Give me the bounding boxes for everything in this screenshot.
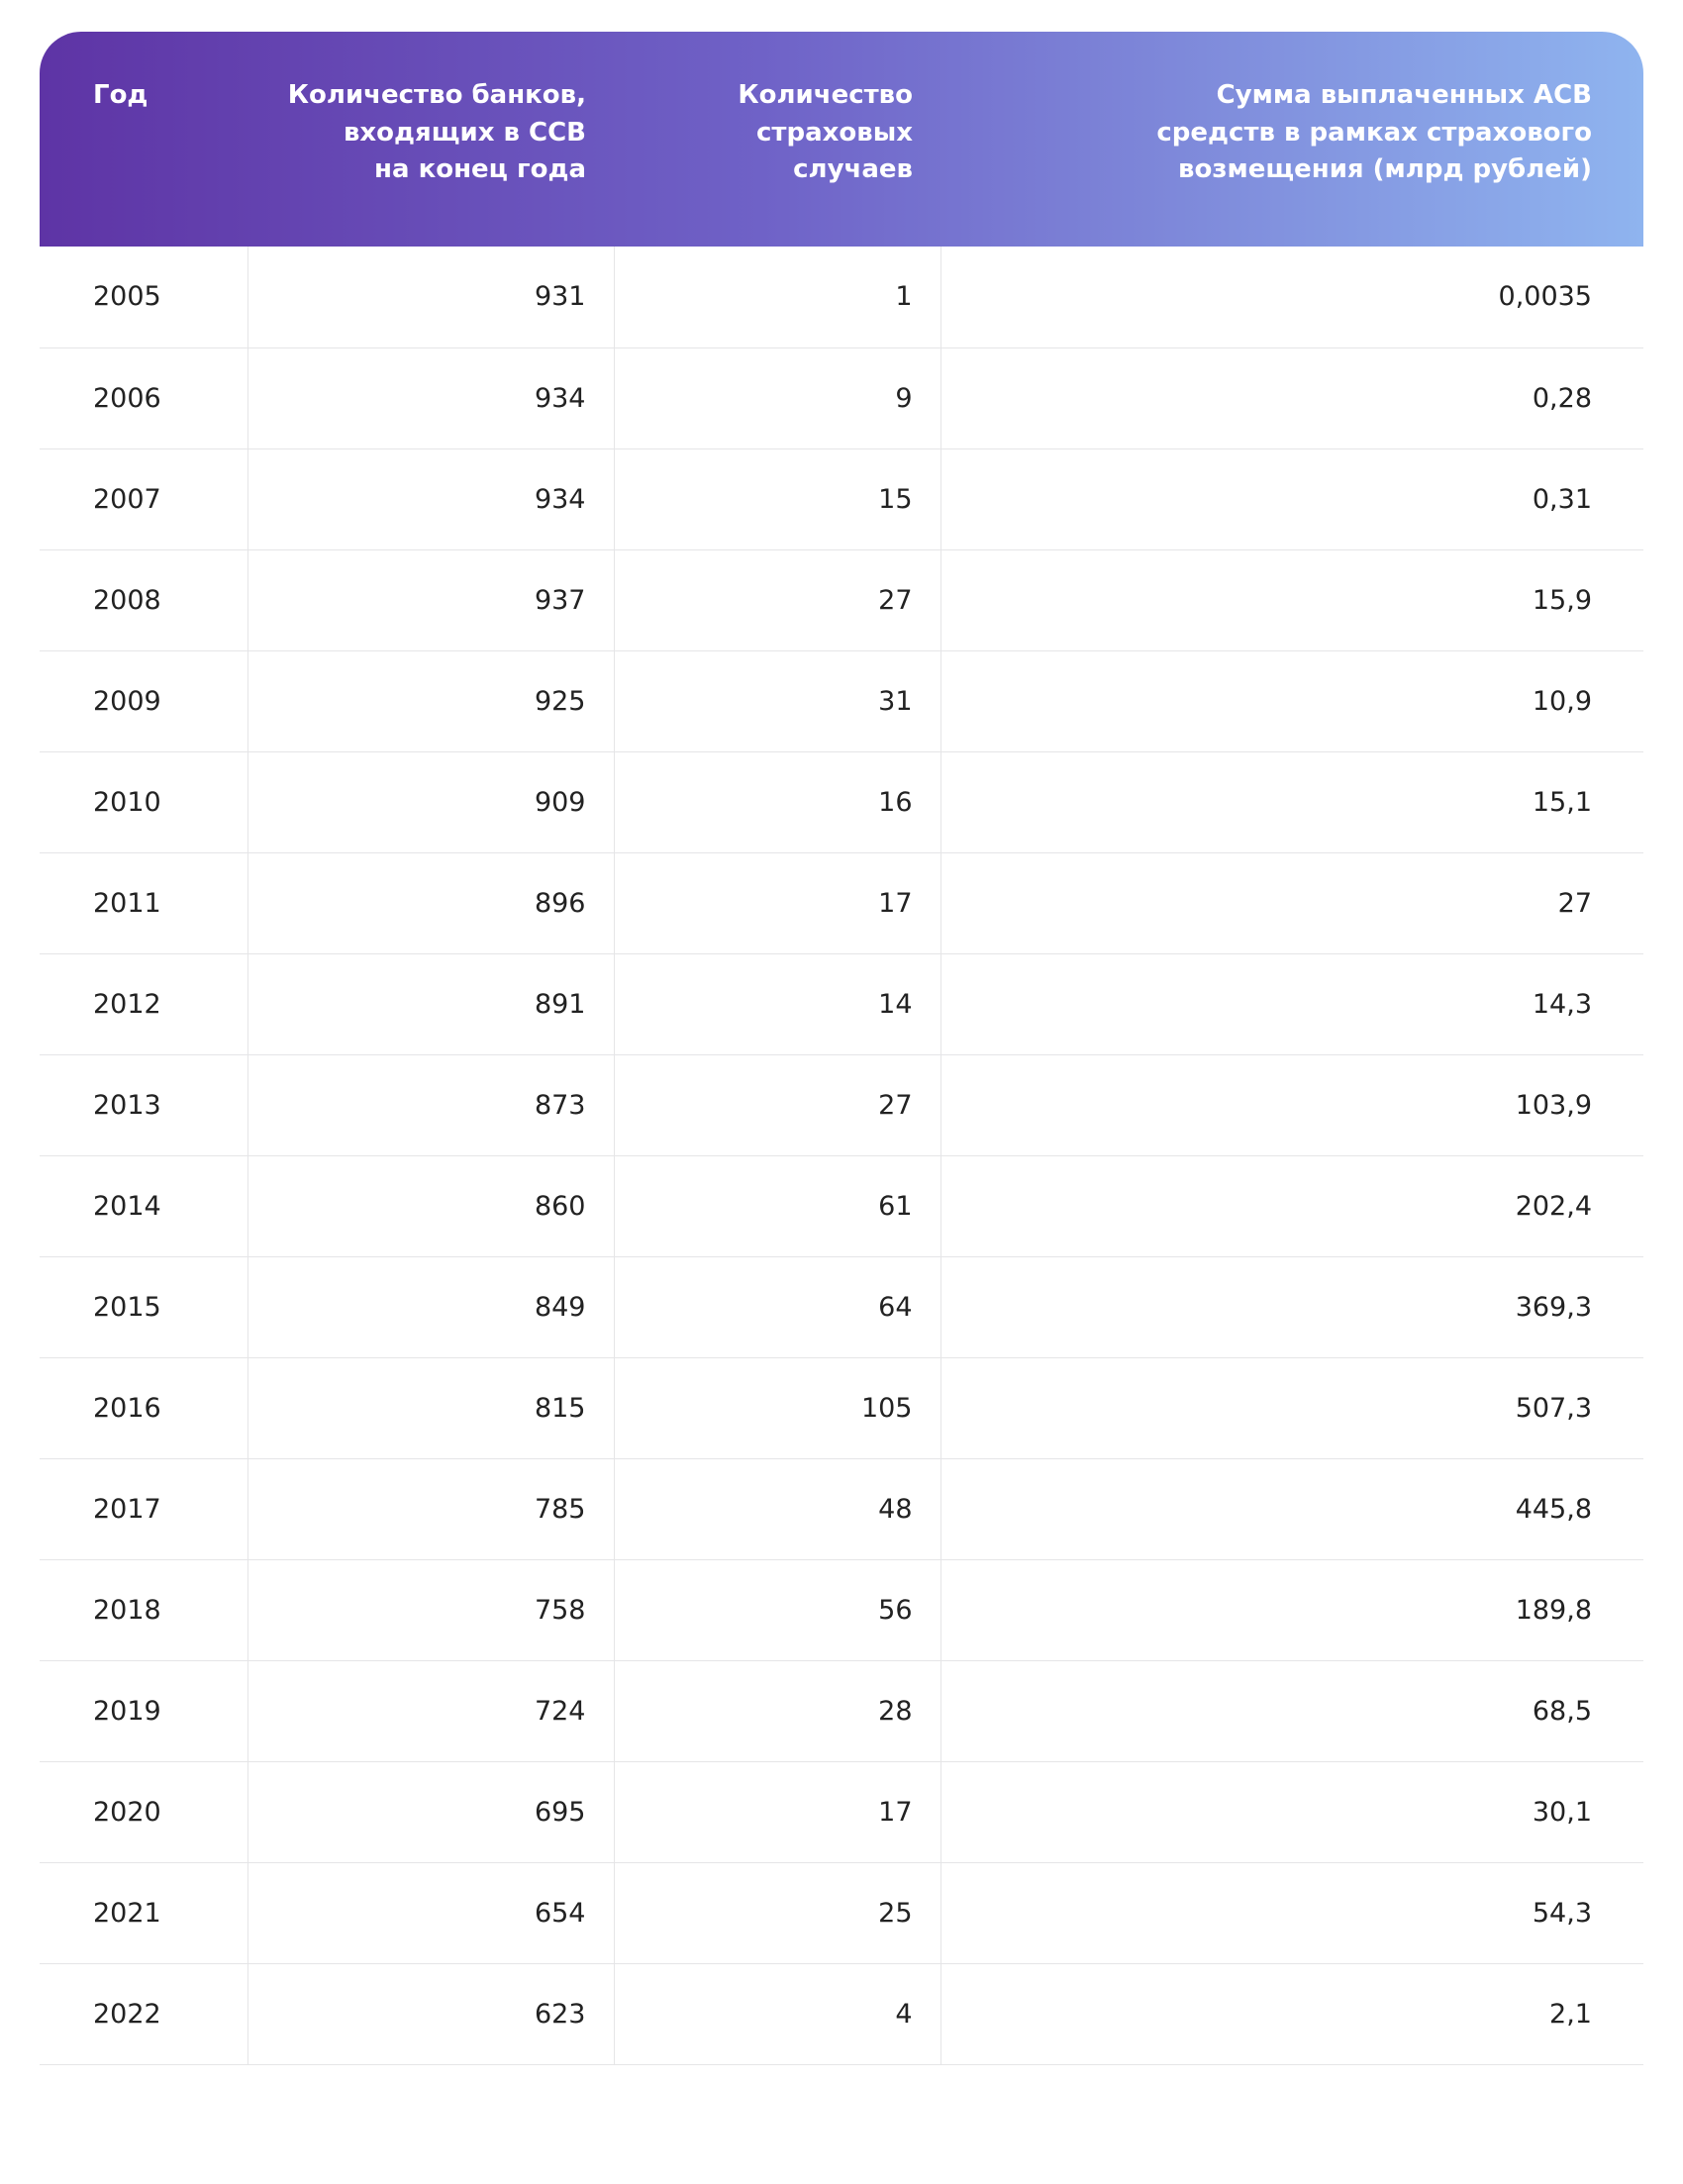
cell-year: 2020 bbox=[40, 1761, 248, 1862]
cell-year: 2022 bbox=[40, 1963, 248, 2064]
cell-banks: 849 bbox=[248, 1256, 614, 1357]
cell-year: 2012 bbox=[40, 953, 248, 1054]
cell-cases: 28 bbox=[614, 1660, 940, 1761]
cell-cases: 61 bbox=[614, 1155, 940, 1256]
cell-sum: 0,31 bbox=[940, 448, 1643, 549]
cell-year: 2021 bbox=[40, 1862, 248, 1963]
cell-cases: 15 bbox=[614, 448, 940, 549]
cell-year: 2006 bbox=[40, 347, 248, 448]
cell-banks: 623 bbox=[248, 1963, 614, 2064]
cell-sum: 507,3 bbox=[940, 1357, 1643, 1458]
cell-cases: 27 bbox=[614, 1054, 940, 1155]
cell-sum: 202,4 bbox=[940, 1155, 1643, 1256]
cell-banks: 934 bbox=[248, 347, 614, 448]
table-row: 20089372715,9 bbox=[40, 549, 1643, 650]
cell-sum: 15,1 bbox=[940, 751, 1643, 852]
table-row: 201778548445,8 bbox=[40, 1458, 1643, 1559]
cell-sum: 14,3 bbox=[940, 953, 1643, 1054]
cell-banks: 934 bbox=[248, 448, 614, 549]
col-header-cases: Количествостраховыхслучаев bbox=[614, 32, 940, 247]
table-row: 201875856189,8 bbox=[40, 1559, 1643, 1660]
cell-sum: 189,8 bbox=[940, 1559, 1643, 1660]
cell-sum: 0,0035 bbox=[940, 247, 1643, 347]
cell-cases: 48 bbox=[614, 1458, 940, 1559]
cell-year: 2013 bbox=[40, 1054, 248, 1155]
cell-year: 2009 bbox=[40, 650, 248, 751]
cell-banks: 909 bbox=[248, 751, 614, 852]
col-header-year: Год bbox=[40, 32, 248, 247]
cell-banks: 654 bbox=[248, 1862, 614, 1963]
table-row: 202262342,1 bbox=[40, 1963, 1643, 2064]
table-row: 20118961727 bbox=[40, 852, 1643, 953]
cell-banks: 896 bbox=[248, 852, 614, 953]
cell-cases: 64 bbox=[614, 1256, 940, 1357]
cell-banks: 695 bbox=[248, 1761, 614, 1862]
cell-cases: 27 bbox=[614, 549, 940, 650]
table-row: 200593110,0035 bbox=[40, 247, 1643, 347]
cell-sum: 27 bbox=[940, 852, 1643, 953]
cell-year: 2011 bbox=[40, 852, 248, 953]
table-row: 201584964369,3 bbox=[40, 1256, 1643, 1357]
cell-banks: 860 bbox=[248, 1155, 614, 1256]
cell-year: 2008 bbox=[40, 549, 248, 650]
cell-sum: 445,8 bbox=[940, 1458, 1643, 1559]
cell-cases: 14 bbox=[614, 953, 940, 1054]
table-header: Год Количество банков,входящих в ССВна к… bbox=[40, 32, 1643, 247]
cell-banks: 815 bbox=[248, 1357, 614, 1458]
cell-cases: 31 bbox=[614, 650, 940, 751]
cell-banks: 931 bbox=[248, 247, 614, 347]
table-row: 20206951730,1 bbox=[40, 1761, 1643, 1862]
data-table: Год Количество банков,входящих в ССВна к… bbox=[40, 32, 1643, 2065]
cell-cases: 9 bbox=[614, 347, 940, 448]
table-row: 20197242868,5 bbox=[40, 1660, 1643, 1761]
page: Год Количество банков,входящих в ССВна к… bbox=[0, 0, 1683, 2105]
cell-sum: 15,9 bbox=[940, 549, 1643, 650]
table-row: 20109091615,1 bbox=[40, 751, 1643, 852]
cell-year: 2005 bbox=[40, 247, 248, 347]
cell-banks: 925 bbox=[248, 650, 614, 751]
cell-year: 2016 bbox=[40, 1357, 248, 1458]
cell-year: 2014 bbox=[40, 1155, 248, 1256]
table-row: 200693490,28 bbox=[40, 347, 1643, 448]
table-row: 201486061202,4 bbox=[40, 1155, 1643, 1256]
table-row: 201387327103,9 bbox=[40, 1054, 1643, 1155]
table-body: 200593110,0035200693490,282007934150,312… bbox=[40, 247, 1643, 2064]
cell-sum: 0,28 bbox=[940, 347, 1643, 448]
cell-cases: 56 bbox=[614, 1559, 940, 1660]
cell-banks: 891 bbox=[248, 953, 614, 1054]
cell-cases: 25 bbox=[614, 1862, 940, 1963]
cell-year: 2018 bbox=[40, 1559, 248, 1660]
cell-banks: 873 bbox=[248, 1054, 614, 1155]
cell-cases: 17 bbox=[614, 852, 940, 953]
cell-sum: 2,1 bbox=[940, 1963, 1643, 2064]
cell-sum: 369,3 bbox=[940, 1256, 1643, 1357]
table-row: 20128911414,3 bbox=[40, 953, 1643, 1054]
cell-year: 2010 bbox=[40, 751, 248, 852]
cell-cases: 4 bbox=[614, 1963, 940, 2064]
cell-cases: 17 bbox=[614, 1761, 940, 1862]
cell-banks: 937 bbox=[248, 549, 614, 650]
cell-year: 2007 bbox=[40, 448, 248, 549]
table-header-row: Год Количество банков,входящих в ССВна к… bbox=[40, 32, 1643, 247]
cell-banks: 724 bbox=[248, 1660, 614, 1761]
table-row: 2016815105507,3 bbox=[40, 1357, 1643, 1458]
cell-sum: 103,9 bbox=[940, 1054, 1643, 1155]
cell-cases: 16 bbox=[614, 751, 940, 852]
cell-year: 2019 bbox=[40, 1660, 248, 1761]
table-row: 20099253110,9 bbox=[40, 650, 1643, 751]
table-row: 20216542554,3 bbox=[40, 1862, 1643, 1963]
cell-sum: 10,9 bbox=[940, 650, 1643, 751]
col-header-banks: Количество банков,входящих в ССВна конец… bbox=[248, 32, 614, 247]
cell-cases: 1 bbox=[614, 247, 940, 347]
cell-sum: 30,1 bbox=[940, 1761, 1643, 1862]
cell-banks: 785 bbox=[248, 1458, 614, 1559]
table-row: 2007934150,31 bbox=[40, 448, 1643, 549]
cell-cases: 105 bbox=[614, 1357, 940, 1458]
cell-sum: 54,3 bbox=[940, 1862, 1643, 1963]
cell-banks: 758 bbox=[248, 1559, 614, 1660]
cell-sum: 68,5 bbox=[940, 1660, 1643, 1761]
cell-year: 2015 bbox=[40, 1256, 248, 1357]
col-header-sum: Сумма выплаченных АСВсредств в рамках ст… bbox=[940, 32, 1643, 247]
cell-year: 2017 bbox=[40, 1458, 248, 1559]
